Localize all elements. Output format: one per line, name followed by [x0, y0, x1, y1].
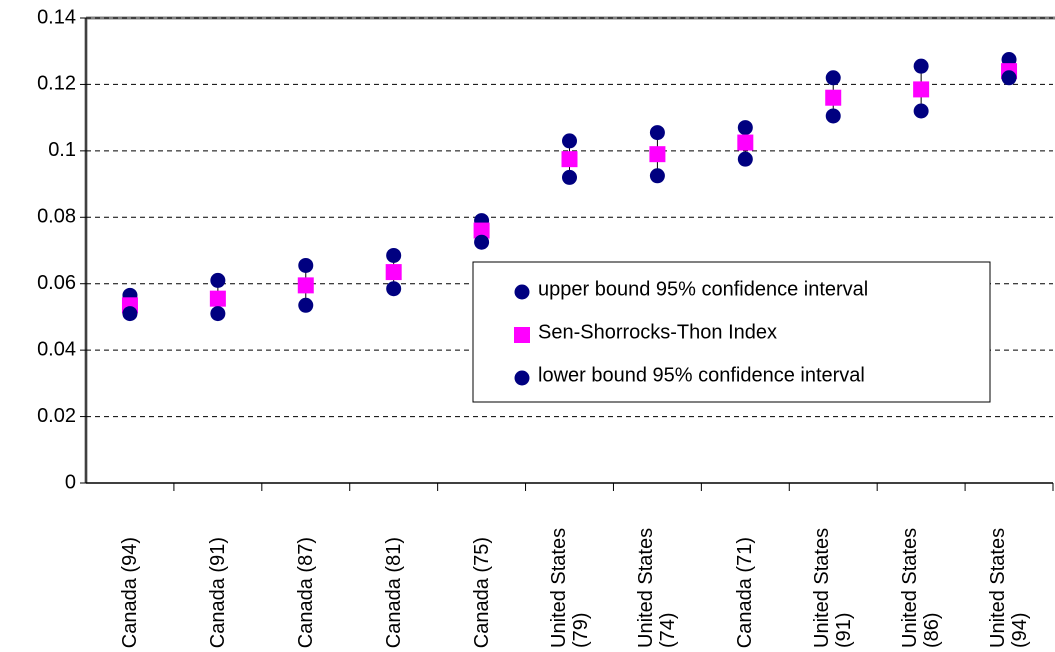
- x-tick-label: United States (91): [811, 527, 856, 648]
- legend-label: upper bound 95% confidence interval: [538, 278, 868, 300]
- data-point: [474, 234, 490, 250]
- data-point: [649, 146, 666, 163]
- x-tick-label: Canada (75): [470, 536, 493, 648]
- data-point: [913, 103, 929, 119]
- data-point: [737, 120, 753, 136]
- data-point: [386, 281, 402, 297]
- x-tick-label: United States (79): [547, 527, 592, 648]
- legend-box: [472, 261, 991, 403]
- data-point: [913, 58, 929, 74]
- data-point: [562, 169, 577, 185]
- data-point: [649, 168, 665, 184]
- data-point: [298, 257, 314, 273]
- data-point: [297, 277, 314, 294]
- x-tick-label: Canada (94): [118, 536, 141, 648]
- legend: upper bound 95% confidence interval Sen-S…: [472, 261, 991, 403]
- data-point: [825, 70, 841, 86]
- x-tick-label: Canada (91): [206, 536, 229, 648]
- legend-label: lower bound 95% confidence interval: [538, 364, 865, 386]
- data-point: [385, 264, 402, 281]
- legend-marker: [514, 284, 530, 300]
- x-tick-label: Canada (81): [382, 536, 405, 648]
- data-point: [562, 133, 577, 149]
- data-point: [210, 272, 226, 288]
- data-point: [473, 222, 490, 239]
- data-point: [561, 151, 578, 168]
- data-point: [737, 134, 754, 151]
- x-tick-label: United States (74): [635, 527, 680, 648]
- data-point: [298, 297, 314, 313]
- data-point: [825, 108, 841, 124]
- y-tick-label: 0.12: [37, 73, 76, 95]
- legend-marker: [514, 327, 530, 343]
- data-point: [737, 151, 753, 167]
- x-tick-label: United States (86): [899, 527, 944, 648]
- legend-label: Sen-Shorrocks-Thon Index: [538, 321, 777, 343]
- legend-marker: [514, 370, 530, 386]
- y-tick-label: 0.08: [37, 206, 76, 228]
- data-point: [210, 306, 226, 322]
- data-point: [1001, 70, 1017, 86]
- data-point: [209, 290, 226, 307]
- data-point: [122, 306, 138, 322]
- data-point: [649, 125, 665, 141]
- x-tick-label: Canada (71): [734, 536, 757, 648]
- x-tick-label: United States (94): [987, 527, 1032, 648]
- y-tick-label: 0.02: [37, 405, 76, 427]
- y-tick-label: 0.06: [37, 272, 76, 294]
- y-tick-label: 0.04: [37, 338, 76, 360]
- x-tick-label: Canada (87): [294, 536, 317, 648]
- data-point: [913, 81, 930, 98]
- y-tick-label: 0.14: [37, 6, 76, 28]
- data-point: [825, 89, 842, 106]
- y-tick-label: 0: [65, 471, 76, 493]
- y-tick-label: 0.1: [48, 139, 76, 161]
- data-point: [386, 247, 402, 263]
